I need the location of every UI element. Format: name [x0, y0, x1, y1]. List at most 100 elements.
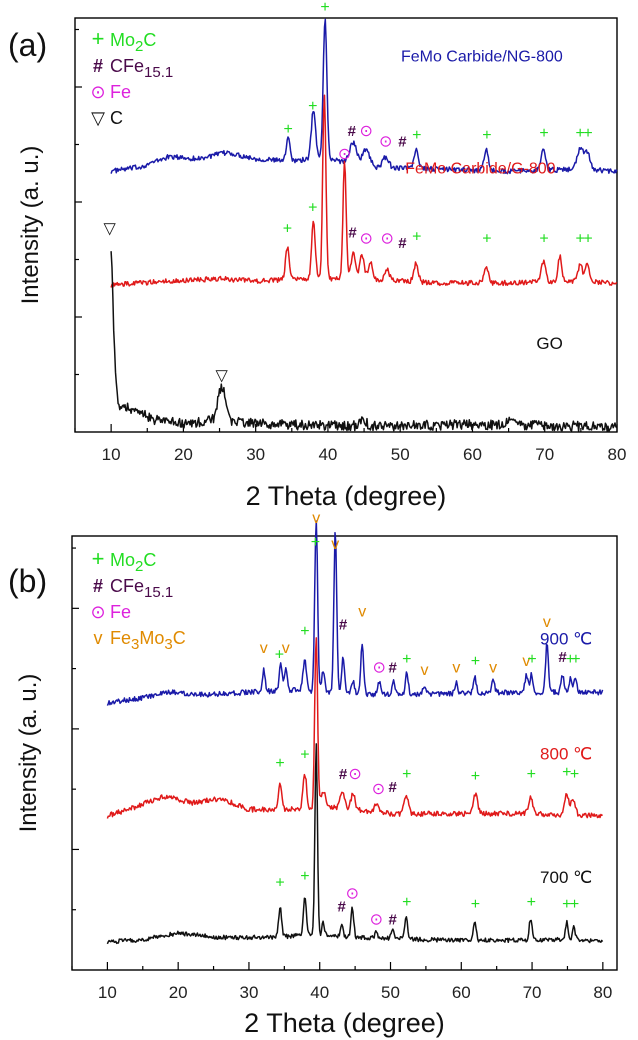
peak-marker: +: [482, 231, 491, 248]
peak-marker: v: [282, 640, 290, 657]
peak-marker: +: [402, 766, 411, 783]
panel-a: 10 20 30 40 50 60 70 80 2 Theta (degree) Intensit…: [8, 0, 626, 511]
peak-marker: v: [522, 653, 530, 670]
series-line: [106, 743, 604, 945]
legend-entry-part: Fe: [110, 628, 131, 648]
plot-frame: [74, 17, 618, 433]
peak-marker: +: [575, 125, 584, 142]
peak-marker: +: [320, 0, 329, 16]
legend-symbol: ⊙: [90, 602, 105, 622]
peak-marker: +: [562, 764, 571, 781]
peak-marker: +: [275, 875, 284, 892]
peak-marker: #: [388, 660, 397, 677]
plot-frame: [71, 535, 618, 971]
peak-marker: +: [311, 534, 320, 551]
x-tick-label: 40: [310, 983, 329, 1002]
x-tick-label: 40: [318, 445, 337, 464]
x-tick-label: 20: [169, 983, 188, 1002]
peak-marker: +: [412, 127, 421, 144]
x-axis-label: 2 Theta (degree): [244, 1008, 445, 1038]
legend-symbol: ⊙: [90, 82, 105, 102]
legend-entry: Mo2C: [110, 30, 156, 55]
y-axis-label: Intensity (a. u.): [17, 146, 44, 305]
legend-entry-part: Mo: [110, 550, 135, 570]
legend-entry: CFe15.1: [110, 56, 173, 81]
legend-entry: Fe: [110, 82, 131, 102]
peak-marker: #: [337, 898, 346, 915]
peak-marker: +: [284, 121, 293, 138]
peak-marker: +: [471, 768, 480, 785]
series-label: FeMo Carbide/G-800: [405, 160, 555, 177]
peak-marker: #: [348, 224, 357, 241]
peak-marker: ⊙: [372, 781, 385, 798]
peak-marker: +: [583, 231, 592, 248]
x-tick-label: 10: [98, 983, 117, 1002]
legend-entry-part: C: [173, 628, 186, 648]
legend-symbol: #: [93, 576, 103, 596]
x-tick-label: 20: [174, 445, 193, 464]
peak-marker: +: [570, 896, 579, 913]
peak-marker: v: [358, 603, 366, 620]
peak-marker: +: [539, 231, 548, 248]
legend-symbol: +: [92, 546, 105, 571]
peak-marker: +: [527, 894, 536, 911]
legend-entry-part: 3: [164, 636, 172, 653]
peak-marker: +: [283, 220, 292, 237]
peak-marker: v: [312, 510, 320, 527]
series-label: 800 ℃: [540, 745, 592, 764]
series-line: [110, 251, 618, 433]
legend-entry-part: 2: [135, 558, 143, 575]
legend-entry: C: [110, 108, 123, 128]
series-label: 700 ℃: [540, 868, 592, 887]
x-tick-label: 30: [246, 445, 265, 464]
legend-entry-part: Fe: [110, 602, 131, 622]
x-tick-label: 70: [535, 445, 554, 464]
legend-entry-part: 15.1: [144, 64, 173, 81]
peak-marker: ⊙: [379, 133, 392, 150]
series-label: 900 ℃: [540, 630, 592, 649]
x-tick-label: 50: [391, 445, 410, 464]
series-line: [110, 18, 618, 175]
legend-symbol: v: [94, 628, 103, 648]
peak-marker: v: [420, 662, 428, 679]
peak-marker: +: [570, 766, 579, 783]
peak-marker: v: [489, 660, 497, 677]
peak-marker: +: [583, 125, 592, 142]
x-tick-label: 70: [523, 983, 542, 1002]
legend-entry-part: CFe: [110, 576, 144, 596]
peak-marker: +: [562, 896, 571, 913]
peak-marker: #: [388, 911, 397, 928]
x-tick-label: 60: [452, 983, 471, 1002]
legend-entry-part: 3: [131, 636, 139, 653]
legend-entry-part: Mo: [110, 30, 135, 50]
peak-marker: +: [402, 651, 411, 668]
peak-marker: +: [300, 868, 309, 885]
panel-b: 10 20 30 40 50 60 70 80 2 Theta (degree) Intensit…: [8, 510, 618, 1038]
peak-marker: #: [388, 779, 397, 796]
legend-entry-part: C: [143, 550, 156, 570]
peak-marker: +: [571, 651, 580, 668]
peak-marker: +: [275, 755, 284, 772]
legend-symbol: ▽: [91, 108, 105, 128]
peak-marker: ⊙: [338, 146, 351, 163]
x-tick-label: 60: [463, 445, 482, 464]
series-line: [106, 637, 604, 819]
peak-marker: +: [402, 894, 411, 911]
series-line: [110, 94, 618, 288]
peak-marker: ⊙: [370, 911, 383, 928]
peak-marker: ⊙: [348, 766, 361, 783]
peak-marker: ⊙: [372, 660, 385, 677]
legend-entry: Fe: [110, 602, 131, 622]
legend-entry-part: 15.1: [144, 584, 173, 601]
peak-marker: +: [471, 896, 480, 913]
panel-label: (a): [8, 27, 47, 63]
peak-marker: +: [412, 229, 421, 246]
legend-entry: CFe15.1: [110, 576, 173, 601]
legend-entry-part: 2: [135, 38, 143, 55]
legend-symbol: +: [92, 26, 105, 51]
x-tick-label: 10: [102, 445, 121, 464]
peak-marker: #: [398, 235, 407, 252]
legend-entry: Mo2C: [110, 550, 156, 575]
peak-marker: +: [300, 623, 309, 640]
